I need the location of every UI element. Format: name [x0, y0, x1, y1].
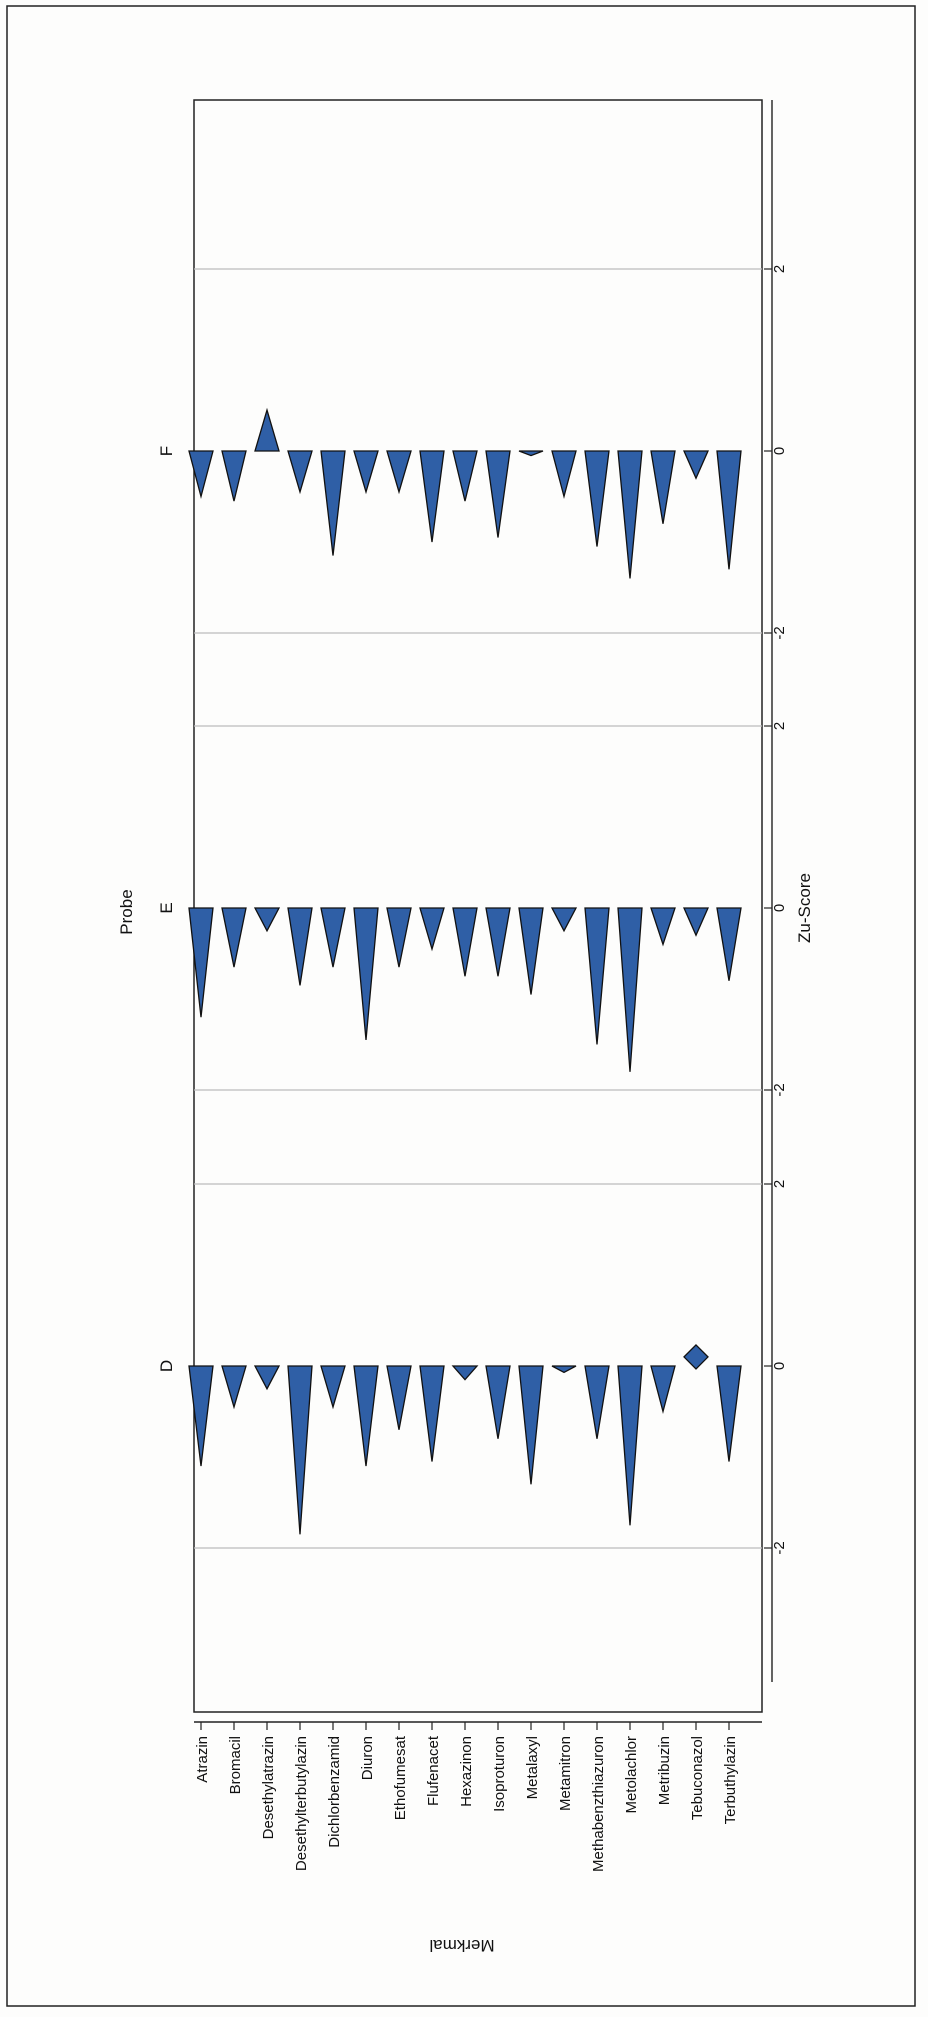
triangle-bar: [452, 450, 478, 502]
triangle-bar: [485, 1365, 511, 1439]
triangle-bar: [518, 450, 544, 457]
value-tick-label: 0: [771, 904, 788, 912]
triangle-bar: [353, 907, 379, 1041]
panel-label: F: [157, 446, 176, 456]
triangle-bar: [551, 450, 577, 500]
triangle-bar: [254, 407, 280, 452]
triangle-bar: [287, 1365, 313, 1535]
triangle-bar: [485, 450, 511, 538]
category-tick-label: Bromacil: [227, 1736, 244, 1794]
triangle-bar: [419, 1365, 445, 1462]
triangle-bar: [584, 907, 610, 1045]
panel-label: E: [157, 902, 176, 913]
triangle-bar: [320, 1365, 346, 1410]
triangle-bar: [253, 907, 281, 933]
triangle-bar: [650, 1365, 676, 1415]
triangle-bar: [188, 450, 214, 500]
triangle-bar: [419, 450, 445, 543]
category-tick-label: Diuron: [359, 1736, 376, 1780]
grid-lines: [194, 268, 762, 1549]
value-tick-label: 2: [771, 722, 788, 730]
triangle-bar: [716, 1365, 742, 1462]
triangle-bar: [221, 450, 247, 502]
triangle-bar: [617, 450, 643, 579]
triangle-bar: [188, 1365, 214, 1467]
triangle-bar: [584, 1365, 610, 1439]
value-tick-label: 0: [771, 1362, 788, 1370]
value-tick-label: 0: [771, 447, 788, 455]
value-tick-label: -2: [771, 626, 788, 639]
bar-marks: [188, 407, 742, 1535]
category-tick-label: Methabenzthiazuron: [590, 1736, 607, 1872]
triangle-bar: [716, 907, 742, 981]
category-tick-label: Hexazinon: [458, 1736, 475, 1807]
triangle-bar: [353, 1365, 379, 1467]
axes: Atrazin Bromacil Desethylatrazin Desethylte…: [157, 100, 788, 1872]
triangle-bar: [650, 907, 676, 947]
diamond-marker: [683, 1343, 709, 1370]
category-tick-label: Atrazin: [194, 1736, 211, 1783]
triangle-bar: [683, 907, 709, 937]
panel-label: D: [157, 1360, 176, 1372]
category-tick-label: Metalaxyl: [524, 1736, 541, 1799]
category-tick-label: Tebuconazol: [689, 1736, 706, 1820]
value-tick-label: 2: [771, 265, 788, 273]
value-tick-label: 2: [771, 1180, 788, 1188]
category-tick-label: Flufenacet: [425, 1735, 442, 1806]
triangle-bar: [320, 907, 346, 968]
value-tick-label: -2: [771, 1541, 788, 1554]
triangle-bar: [253, 1365, 281, 1391]
triangle-bar: [419, 907, 445, 952]
triangle-bar: [551, 1365, 577, 1374]
triangle-bar: [452, 907, 478, 977]
triangle-bar: [287, 450, 313, 495]
category-tick-label: Desethylterbutylazin: [293, 1736, 310, 1871]
category-tick-label: Dichlorbenzamid: [326, 1736, 343, 1848]
triangle-bar: [716, 450, 742, 570]
value-axis-label: Zu-Score: [795, 873, 814, 943]
plot-frame: [193, 99, 763, 1713]
triangle-bar: [221, 1365, 247, 1410]
triangle-bar: [287, 907, 313, 986]
category-tick-label: Metribuzin: [656, 1736, 673, 1805]
triangle-bar: [320, 450, 346, 556]
triangle-bar: [683, 450, 709, 480]
triangle-bar: [386, 450, 412, 495]
category-tick-label: Ethofumesat: [392, 1735, 409, 1820]
category-tick-label: Metamitron: [557, 1736, 574, 1811]
category-tick-label: Desethylatrazin: [260, 1736, 277, 1839]
triangle-bar: [650, 450, 676, 524]
triangle-bar: [386, 907, 412, 968]
triangle-bar: [550, 907, 578, 933]
triangle-bar: [221, 907, 247, 968]
category-axis-label: Merkmal: [429, 1936, 494, 1955]
category-tick-label: Metolachlor: [623, 1736, 640, 1814]
category-tick-label: Terbuthylazin: [722, 1736, 739, 1824]
triangle-bar: [617, 1365, 643, 1526]
triangle-bar: [518, 1365, 544, 1485]
triangle-bar: [353, 450, 379, 495]
triangle-bar: [584, 450, 610, 547]
triangle-bar: [451, 1365, 479, 1381]
triangle-bar: [617, 907, 643, 1072]
triangle-bar: [485, 907, 511, 977]
category-tick-label: Isoproturon: [491, 1736, 508, 1812]
triangle-bar: [188, 907, 214, 1018]
value-tick-label: -2: [771, 1083, 788, 1096]
outer-border: [6, 5, 916, 2007]
triangle-bar: [518, 907, 544, 995]
group-axis-label: Probe: [117, 889, 136, 934]
triangle-bar: [386, 1365, 412, 1430]
